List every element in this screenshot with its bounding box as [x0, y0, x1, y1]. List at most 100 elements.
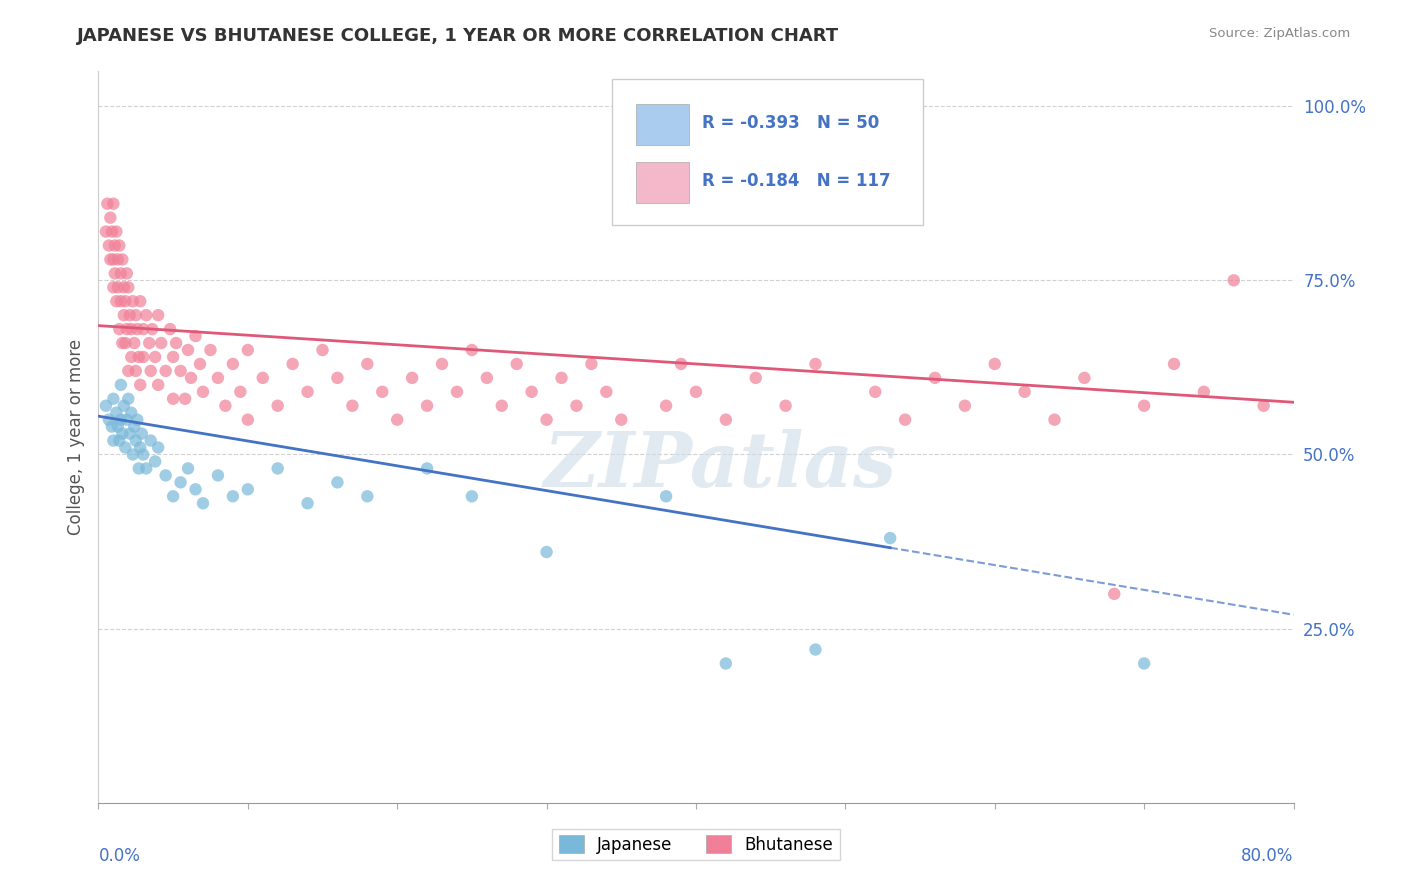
Point: [326, 475, 349, 490]
Point: [111, 426, 134, 441]
Point: [103, 392, 125, 406]
Point: [125, 434, 148, 448]
Point: [342, 399, 364, 413]
Point: [953, 399, 976, 413]
Point: [1253, 399, 1275, 413]
Point: [148, 308, 170, 322]
Point: [148, 441, 170, 455]
Point: [804, 357, 827, 371]
Point: [236, 412, 259, 426]
Point: [1073, 371, 1095, 385]
Point: [94, 399, 117, 413]
Point: [125, 364, 148, 378]
Point: [222, 489, 245, 503]
Point: [834, 141, 856, 155]
Point: [114, 336, 136, 351]
Point: [655, 489, 678, 503]
Point: [222, 357, 245, 371]
Point: [865, 384, 887, 399]
Text: 80.0%: 80.0%: [1241, 847, 1294, 864]
Point: [595, 384, 617, 399]
Point: [138, 336, 160, 351]
Point: [112, 399, 135, 413]
Text: ZIPatlas: ZIPatlas: [543, 429, 897, 503]
Point: [416, 461, 439, 475]
Point: [98, 252, 122, 267]
Point: [105, 225, 128, 239]
Point: [111, 336, 134, 351]
Point: [610, 412, 633, 426]
Point: [155, 364, 177, 378]
Point: [356, 357, 378, 371]
Legend: Japanese, Bhutanese: Japanese, Bhutanese: [553, 829, 839, 860]
Point: [169, 364, 191, 378]
Point: [229, 384, 252, 399]
Point: [804, 642, 827, 657]
Point: [626, 161, 648, 176]
Point: [565, 399, 588, 413]
Point: [191, 384, 214, 399]
Point: [155, 468, 177, 483]
Point: [128, 461, 150, 475]
Point: [107, 280, 129, 294]
Point: [669, 357, 692, 371]
Point: [401, 371, 423, 385]
Point: [200, 343, 222, 357]
Point: [177, 461, 200, 475]
Point: [103, 196, 125, 211]
Point: [120, 350, 142, 364]
Point: [114, 294, 136, 309]
Point: [118, 426, 141, 441]
Point: [117, 364, 139, 378]
Point: [117, 280, 139, 294]
Point: [371, 384, 394, 399]
Point: [110, 266, 132, 280]
Point: [1133, 399, 1156, 413]
Point: [714, 657, 737, 671]
Point: [446, 384, 468, 399]
Point: [506, 357, 529, 371]
Text: R = -0.184   N = 117: R = -0.184 N = 117: [702, 172, 890, 190]
Point: [148, 377, 170, 392]
Point: [1163, 357, 1185, 371]
Point: [924, 371, 946, 385]
Point: [356, 489, 378, 503]
Point: [124, 419, 146, 434]
Point: [1014, 384, 1036, 399]
Point: [461, 343, 484, 357]
Point: [139, 364, 162, 378]
Y-axis label: College, 1 year or more: College, 1 year or more: [66, 339, 84, 535]
FancyBboxPatch shape: [637, 161, 689, 202]
Point: [177, 343, 200, 357]
Point: [297, 496, 319, 510]
FancyBboxPatch shape: [637, 103, 689, 145]
Point: [127, 322, 149, 336]
Point: [267, 461, 290, 475]
Point: [174, 392, 197, 406]
Point: [188, 357, 211, 371]
Point: [139, 434, 162, 448]
Point: [101, 225, 124, 239]
Point: [97, 412, 120, 426]
Point: [112, 308, 135, 322]
Point: [655, 399, 678, 413]
Point: [236, 483, 259, 497]
Point: [135, 461, 157, 475]
Point: [104, 266, 127, 280]
Point: [520, 384, 543, 399]
Point: [96, 196, 118, 211]
Point: [103, 280, 125, 294]
Point: [105, 294, 128, 309]
Point: [184, 483, 207, 497]
Point: [491, 399, 513, 413]
Point: [207, 371, 229, 385]
Point: [108, 322, 131, 336]
Point: [108, 434, 131, 448]
Point: [112, 280, 135, 294]
Text: JAPANESE VS BHUTANESE COLLEGE, 1 YEAR OR MORE CORRELATION CHART: JAPANESE VS BHUTANESE COLLEGE, 1 YEAR OR…: [77, 27, 839, 45]
Point: [143, 454, 166, 468]
Point: [297, 384, 319, 399]
Point: [115, 412, 138, 426]
Point: [141, 322, 163, 336]
Point: [117, 392, 139, 406]
